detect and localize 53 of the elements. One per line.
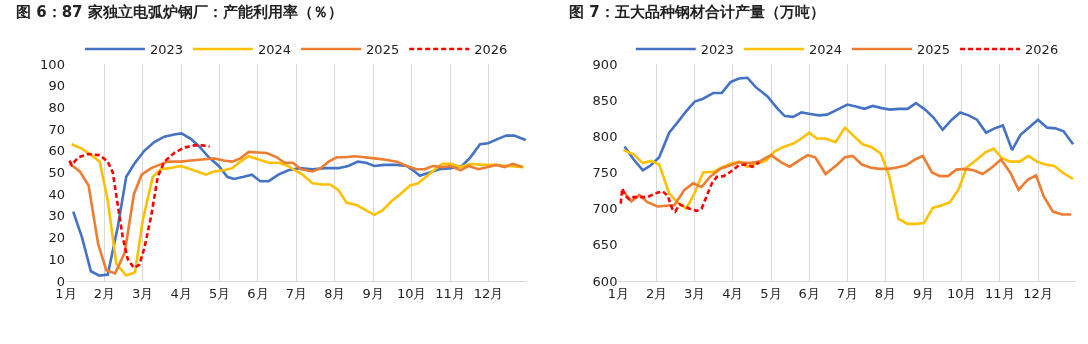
line-series — [619, 161, 761, 213]
x-tick-label: 8月 — [324, 285, 346, 301]
x-tick-label: 8月 — [874, 285, 897, 301]
x-tick-label: 4月 — [170, 285, 192, 301]
legend-label: 2024 — [258, 42, 292, 58]
y-tick-label: 80 — [48, 99, 65, 115]
line-series — [68, 144, 211, 270]
legend-label: 2025 — [366, 42, 400, 58]
y-tick-label: 850 — [592, 92, 618, 108]
x-tick-label: 11月 — [435, 285, 465, 301]
legend-label: 2026 — [474, 42, 508, 58]
y-tick-label: 20 — [48, 230, 65, 246]
y-tick-label: 800 — [592, 128, 618, 144]
y-tick-label: 30 — [48, 208, 65, 224]
x-tick-label: 12月 — [473, 285, 504, 301]
x-tick-label: 7月 — [836, 285, 858, 301]
x-tick-label: 4月 — [722, 285, 744, 301]
y-tick-label: 60 — [48, 143, 65, 159]
y-tick-label: 100 — [40, 56, 65, 72]
y-tick-label: 40 — [48, 186, 65, 202]
line-series — [623, 76, 1075, 172]
y-tick-label: 750 — [592, 165, 618, 181]
y-tick-label: 10 — [48, 251, 65, 267]
legend-label: 2025 — [916, 42, 951, 58]
x-tick-label: 5月 — [760, 285, 782, 301]
legend-label: 2023 — [700, 42, 734, 58]
x-tick-label: 10月 — [946, 285, 977, 301]
legend-label: 2023 — [149, 42, 183, 58]
x-tick-label: 3月 — [132, 285, 154, 301]
x-tick-label: 3月 — [684, 285, 706, 301]
y-tick-label: 650 — [592, 237, 618, 253]
x-tick-label: 6月 — [798, 285, 820, 301]
legend-label: 2024 — [808, 42, 842, 58]
y-tick-label: 70 — [48, 121, 65, 137]
line-series — [622, 153, 1073, 216]
x-tick-label: 9月 — [912, 285, 935, 301]
y-tick-label: 50 — [48, 165, 65, 181]
x-tick-label: 6月 — [247, 285, 269, 301]
x-tick-label: 9月 — [362, 285, 384, 301]
y-tick-label: 900 — [592, 56, 618, 72]
x-tick-label: 7月 — [285, 285, 308, 301]
x-tick-label: 5月 — [208, 285, 231, 301]
chart-title: 图 7：五大品种钢材合计产量（万吨） — [569, 3, 825, 21]
legend-label: 2026 — [1025, 42, 1059, 58]
x-tick-label: 2月 — [645, 285, 668, 301]
x-tick-label: 12月 — [1023, 285, 1053, 301]
y-tick-label: 700 — [592, 201, 618, 217]
x-tick-label: 10月 — [396, 285, 427, 301]
x-tick-label: 11月 — [985, 285, 1015, 301]
y-tick-label: 90 — [48, 78, 65, 94]
x-tick-label: 2月 — [93, 285, 115, 301]
line-series — [622, 126, 1075, 226]
chart-title: 图 6：87 家独立电弧炉钢厂：产能利用率（％） — [16, 3, 343, 21]
